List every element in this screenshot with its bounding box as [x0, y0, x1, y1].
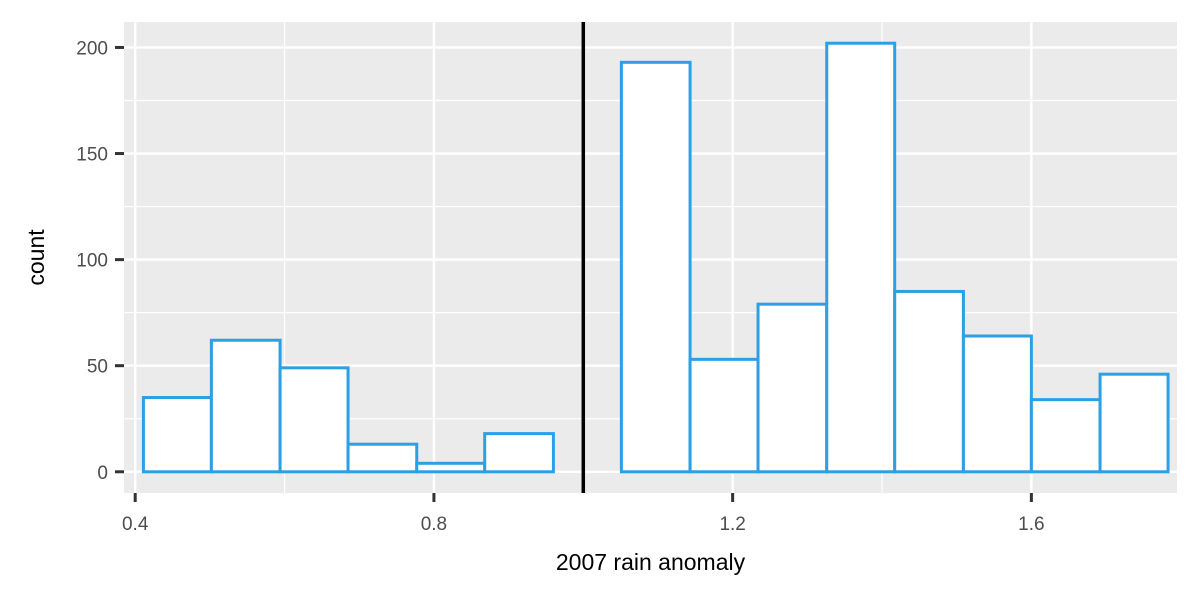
histogram-bar: [1029, 398, 1102, 474]
y-tick-label: 200: [76, 38, 108, 59]
x-tick-label: 1.6: [1018, 514, 1044, 535]
histogram-bar: [209, 338, 282, 474]
histogram-bar: [756, 302, 829, 474]
x-tick-label: 1.2: [719, 514, 745, 535]
histogram-bar: [619, 60, 692, 474]
histogram-bar: [346, 442, 419, 474]
y-axis: 0 50 100 150 200: [76, 38, 124, 484]
y-axis-title: count: [23, 229, 49, 286]
x-tick-label: 0.8: [421, 514, 447, 535]
histogram-bar: [961, 334, 1033, 474]
histogram-bar: [415, 461, 487, 474]
histogram-bar: [825, 41, 897, 474]
y-tick-label: 50: [87, 357, 108, 378]
histogram-bar: [893, 289, 965, 474]
y-tick-label: 100: [76, 251, 108, 272]
histogram-bar: [1098, 372, 1170, 474]
histogram-bar: [141, 396, 213, 474]
x-tick-label: 0.4: [122, 514, 149, 535]
histogram-bars: [141, 41, 1170, 474]
x-axis: 0.4 0.8 1.2 1.6: [122, 493, 1045, 535]
histogram-bar: [688, 357, 760, 474]
histogram-bar: [483, 432, 555, 474]
x-axis-title: 2007 rain anomaly: [556, 549, 746, 575]
y-tick-label: 0: [97, 463, 108, 484]
histogram-bar: [278, 366, 350, 474]
y-tick-label: 150: [76, 145, 108, 166]
